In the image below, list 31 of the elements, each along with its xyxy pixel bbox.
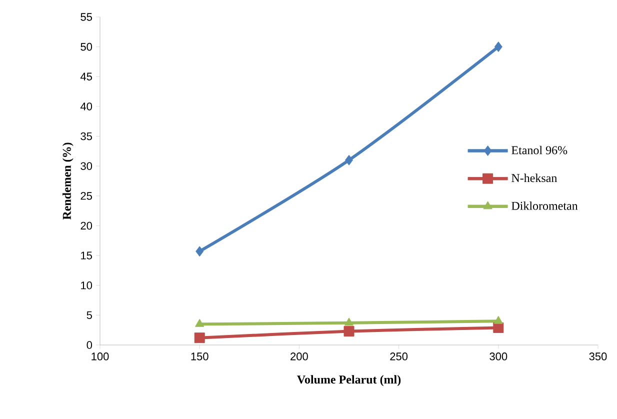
point [494,316,503,324]
y-tick-label: 50 [80,42,92,51]
point [494,42,502,52]
legend-label: Diklorometan [512,201,578,210]
point [344,326,354,337]
y-tick-label: 40 [80,102,92,110]
x-tick-label: 100 [92,352,109,360]
x-tick-label: 250 [390,352,408,360]
y-tick-label: 45 [80,72,92,80]
y-tick-label: 10 [81,281,92,290]
x-tick-label: 150 [191,352,208,360]
point [344,318,354,326]
y-tick-label: 15 [81,252,92,260]
point [345,154,354,166]
x-tick-label: 300 [490,352,508,360]
y-tick-label: 30 [80,162,92,170]
y-tick-label: 5 [86,311,92,320]
y-axis-title: Rendemen (%) [62,142,74,220]
y-tick-label: 55 [80,13,92,21]
point [194,332,205,344]
x-axis-title: Volume Pelarut (ml) [297,375,401,386]
point [196,246,204,257]
y-tick-label: 25 [80,192,92,200]
y-tick-label: 20 [80,222,92,230]
legend-label: Etanol 96% [512,146,568,154]
y-tick-label: 0 [86,341,92,349]
point [195,318,204,327]
y-tick-label: 35 [80,132,92,140]
x-tick-label: 350 [589,352,607,360]
x-tick-label: 200 [290,352,308,360]
legend-label: N-heksan [512,174,558,182]
